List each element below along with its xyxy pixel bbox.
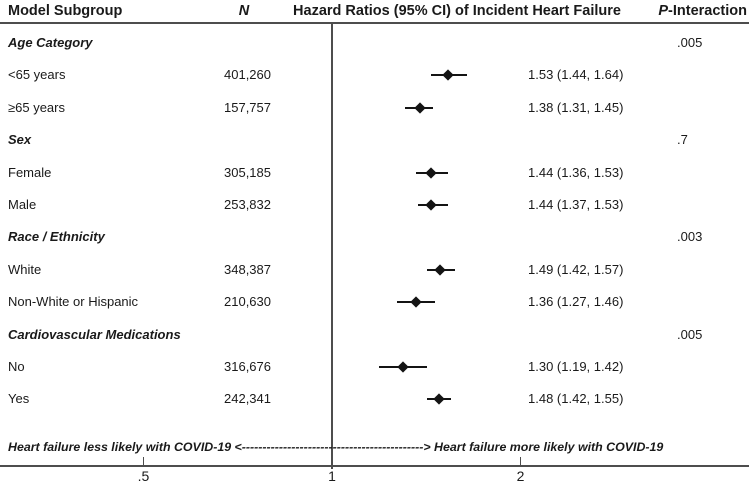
row-group-label: Race / Ethnicity <box>8 229 105 245</box>
row-group-label: Sex <box>8 132 32 148</box>
row-hr-ci-text: 1.53 (1.44, 1.64) <box>528 67 624 83</box>
x-axis-tick-label: 1 <box>328 468 336 484</box>
row-item-label: Female <box>8 164 52 180</box>
row-hr-ci-text: 1.38 (1.31, 1.45) <box>528 99 624 115</box>
x-axis-tick-mark <box>331 457 333 465</box>
point-estimate-marker <box>432 393 445 406</box>
row-hr-ci-text: 1.36 (1.27, 1.46) <box>528 294 624 310</box>
point-estimate-marker <box>413 102 426 114</box>
column-header-model-subgroup: Model Subgroup <box>8 3 123 19</box>
row-p-interaction-value: .005 <box>677 326 703 342</box>
x-axis-tick-mark <box>519 457 522 465</box>
row-group-label: Age Category <box>8 35 93 50</box>
point-estimate-marker <box>425 166 437 179</box>
row-p-interaction-value: .003 <box>677 229 703 245</box>
row-hr-ci-text: 1.44 (1.36, 1.53) <box>528 164 624 180</box>
point-estimate-marker <box>425 199 437 211</box>
row-item-label: Non-White or Hispanic <box>8 294 139 310</box>
x-axis-tick-label: 2 <box>516 468 525 484</box>
row-n-value: 157,757 <box>224 99 271 115</box>
p-interaction-header-italic-p: P <box>658 3 669 19</box>
row-hr-ci-text: 1.44 (1.37, 1.53) <box>528 197 624 212</box>
row-p-interaction-value: .005 <box>677 35 703 50</box>
x-axis-tick-label: .5 <box>137 468 150 484</box>
point-estimate-marker <box>441 69 454 82</box>
row-item-label: No <box>8 359 25 374</box>
row-n-value: 316,676 <box>224 359 271 374</box>
row-hr-ci-text: 1.48 (1.42, 1.55) <box>528 391 624 407</box>
reference-line-hr-1 <box>331 22 333 469</box>
row-n-value: 401,260 <box>224 67 271 83</box>
p-interaction-header-rest: -Interaction <box>668 3 747 19</box>
column-header-n: N <box>238 3 250 19</box>
row-p-interaction-value: .7 <box>677 132 688 148</box>
row-n-value: 210,630 <box>224 294 271 310</box>
row-item-label: White <box>8 261 42 277</box>
point-estimate-marker <box>409 296 422 308</box>
row-n-value: 348,387 <box>224 261 271 277</box>
row-item-label: Yes <box>8 391 30 407</box>
point-estimate-marker <box>434 264 447 276</box>
row-n-value: 253,832 <box>224 197 271 212</box>
column-header-p-interaction: P-Interaction <box>658 3 747 19</box>
row-n-value: 242,341 <box>224 391 271 407</box>
row-hr-ci-text: 1.49 (1.42, 1.57) <box>528 261 624 277</box>
row-item-label: Male <box>8 197 37 212</box>
row-item-label: ≥65 years <box>8 99 65 115</box>
point-estimate-marker <box>397 361 410 373</box>
row-group-label: Cardiovascular Medications <box>8 326 181 342</box>
row-item-label: <65 years <box>8 67 66 83</box>
row-hr-ci-text: 1.30 (1.19, 1.42) <box>528 359 624 374</box>
row-n-value: 305,185 <box>224 164 271 180</box>
x-axis-tick-mark <box>142 457 145 465</box>
direction-annotation: Heart failure less likely with COVID-19 … <box>8 440 664 454</box>
header-separator-line <box>0 22 749 24</box>
x-axis-line <box>0 464 749 467</box>
column-header-hazard-ratios: Hazard Ratios (95% CI) of Incident Heart… <box>293 3 621 19</box>
